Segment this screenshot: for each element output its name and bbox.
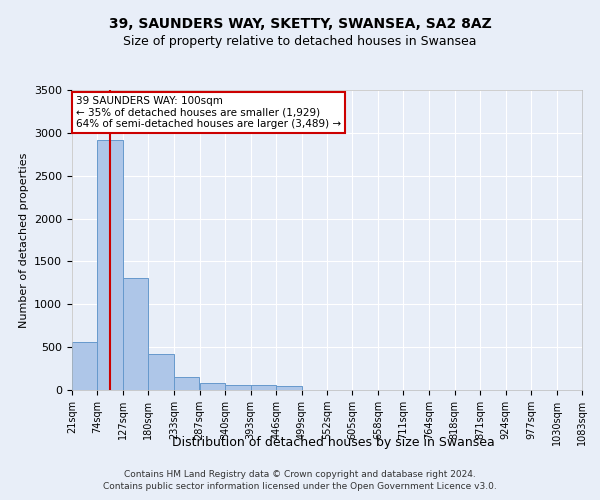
Bar — [276, 386, 302, 390]
Bar — [251, 386, 276, 390]
Bar — [123, 278, 148, 390]
Text: Contains HM Land Registry data © Crown copyright and database right 2024.: Contains HM Land Registry data © Crown c… — [124, 470, 476, 479]
Bar — [148, 354, 174, 390]
Text: 39 SAUNDERS WAY: 100sqm
← 35% of detached houses are smaller (1,929)
64% of semi: 39 SAUNDERS WAY: 100sqm ← 35% of detache… — [76, 96, 341, 129]
Bar — [225, 385, 251, 390]
Text: 39, SAUNDERS WAY, SKETTY, SWANSEA, SA2 8AZ: 39, SAUNDERS WAY, SKETTY, SWANSEA, SA2 8… — [109, 18, 491, 32]
Text: Contains public sector information licensed under the Open Government Licence v3: Contains public sector information licen… — [103, 482, 497, 491]
Bar — [200, 383, 225, 390]
Bar — [174, 376, 199, 390]
Text: Size of property relative to detached houses in Swansea: Size of property relative to detached ho… — [123, 35, 477, 48]
Bar — [72, 342, 97, 390]
Y-axis label: Number of detached properties: Number of detached properties — [19, 152, 29, 328]
Bar — [97, 140, 123, 390]
Text: Distribution of detached houses by size in Swansea: Distribution of detached houses by size … — [172, 436, 494, 449]
